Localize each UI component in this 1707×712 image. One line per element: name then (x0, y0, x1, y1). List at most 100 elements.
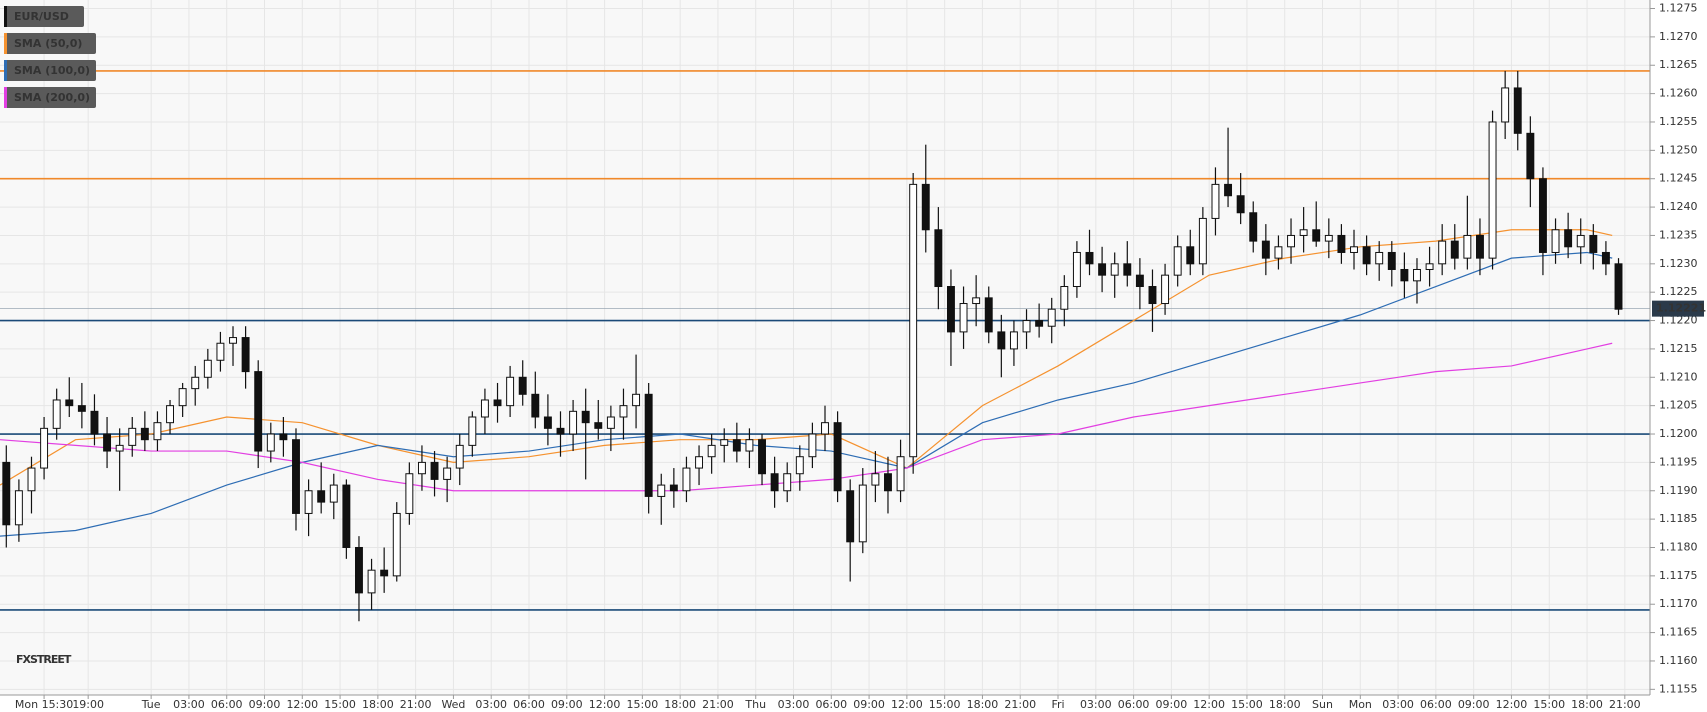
x-tick-label: 18:00 (1269, 698, 1301, 711)
candle-body (1060, 286, 1069, 310)
price-tag-label: 1.12221 (1656, 302, 1706, 315)
legend-box (4, 87, 96, 108)
candle-body (858, 484, 867, 543)
candle-body (556, 427, 565, 435)
legend-label: SMA (50,0) (14, 37, 82, 50)
candle-body (468, 416, 477, 446)
candle-body (392, 512, 401, 577)
candle-body (1324, 234, 1333, 242)
candle-body (884, 473, 892, 492)
candle-body (657, 484, 666, 497)
candle-body (1047, 308, 1056, 327)
candle-body (241, 337, 250, 373)
y-tick-label: 1.1230 (1659, 257, 1698, 270)
x-tick-label: 03:00 (778, 698, 810, 711)
x-tick-label: 09:00 (853, 698, 885, 711)
candle-body (909, 183, 918, 458)
y-tick-label: 1.1170 (1659, 597, 1698, 610)
candle-body (367, 569, 376, 594)
candle-body (342, 484, 351, 548)
y-tick-label: 1.1250 (1659, 143, 1698, 156)
y-tick-label: 1.1205 (1659, 399, 1698, 412)
candle-body (1463, 234, 1472, 259)
candle-body (1299, 229, 1308, 236)
candle-body (1287, 234, 1295, 248)
x-tick-label: 18:00 (362, 698, 394, 711)
candle-body (594, 422, 603, 429)
candle-body (1186, 246, 1195, 265)
x-tick-label: 09:00 (1458, 698, 1490, 711)
x-tick-label: Mon 15:30 (15, 698, 73, 711)
candle-body (1614, 263, 1623, 310)
x-tick-label: Wed (441, 698, 465, 711)
candle-body (783, 473, 792, 492)
candle-body (1022, 320, 1031, 333)
candle-body (1601, 251, 1610, 265)
candle-body (997, 331, 1006, 350)
y-tick-label: 1.1245 (1659, 172, 1698, 185)
candle-body (191, 376, 200, 390)
candle-body (770, 473, 779, 492)
candle-body (166, 405, 175, 424)
candle-body (292, 439, 300, 514)
x-tick-label: Mon (1349, 698, 1372, 711)
candle-body (745, 439, 754, 452)
candle-body (1123, 263, 1132, 276)
candle-body (984, 297, 993, 333)
x-tick-label: 15:00 (929, 698, 961, 711)
candle-body (1526, 132, 1535, 180)
candle-body (644, 393, 653, 497)
candle-body (896, 456, 905, 492)
candle-body (695, 456, 704, 469)
x-tick-label: 18:00 (664, 698, 696, 711)
legend-swatch (4, 6, 7, 27)
candle-body (569, 410, 578, 435)
candle-body (1249, 212, 1258, 242)
x-tick-label: 12:00 (589, 698, 621, 711)
x-tick-label: 03:00 (1382, 698, 1414, 711)
x-tick-label: 06:00 (211, 698, 243, 711)
candle-body (1488, 121, 1497, 259)
candle-body (1425, 263, 1434, 270)
candle-body (65, 399, 74, 407)
x-tick-label: 03:00 (475, 698, 507, 711)
candle-body (1035, 320, 1044, 327)
candle-body (682, 467, 691, 492)
candle-body (1173, 246, 1182, 276)
x-tick-label: Tue (141, 698, 161, 711)
candle-body (1513, 87, 1522, 134)
x-tick-label: 06:00 (815, 698, 847, 711)
legend-label: EUR/USD (14, 10, 69, 23)
y-tick-label: 1.1235 (1659, 228, 1698, 241)
candle-body (1564, 229, 1573, 248)
x-tick-label: 15:00 (1231, 698, 1263, 711)
candle-body (972, 297, 981, 305)
candle-body (1350, 246, 1358, 253)
candle-body (821, 422, 829, 435)
legend-box (4, 6, 84, 27)
candle-body (581, 410, 590, 424)
x-tick-label: 15:00 (627, 698, 659, 711)
candle-body (732, 439, 741, 452)
candle-body (1400, 268, 1409, 282)
y-tick-label: 1.1200 (1659, 427, 1698, 440)
candle-body (846, 490, 855, 543)
legend-label: SMA (100,0) (14, 64, 90, 77)
y-tick-label: 1.1220 (1659, 314, 1698, 327)
candle-body (1148, 286, 1157, 305)
candle-body (506, 376, 515, 407)
y-tick-label: 1.1260 (1659, 87, 1698, 100)
candle-body (1085, 251, 1094, 265)
sma-line (0, 229, 1613, 486)
y-tick-label: 1.1225 (1659, 285, 1698, 298)
candle-body (1161, 274, 1170, 305)
sma-line (0, 342, 1613, 492)
legend-swatch (4, 33, 7, 54)
candle-body (52, 399, 61, 429)
candle-body (430, 461, 439, 480)
candle-body (1198, 217, 1207, 265)
candle-body (115, 444, 124, 452)
x-tick-label: 21:00 (400, 698, 432, 711)
candle-body (2, 461, 11, 526)
